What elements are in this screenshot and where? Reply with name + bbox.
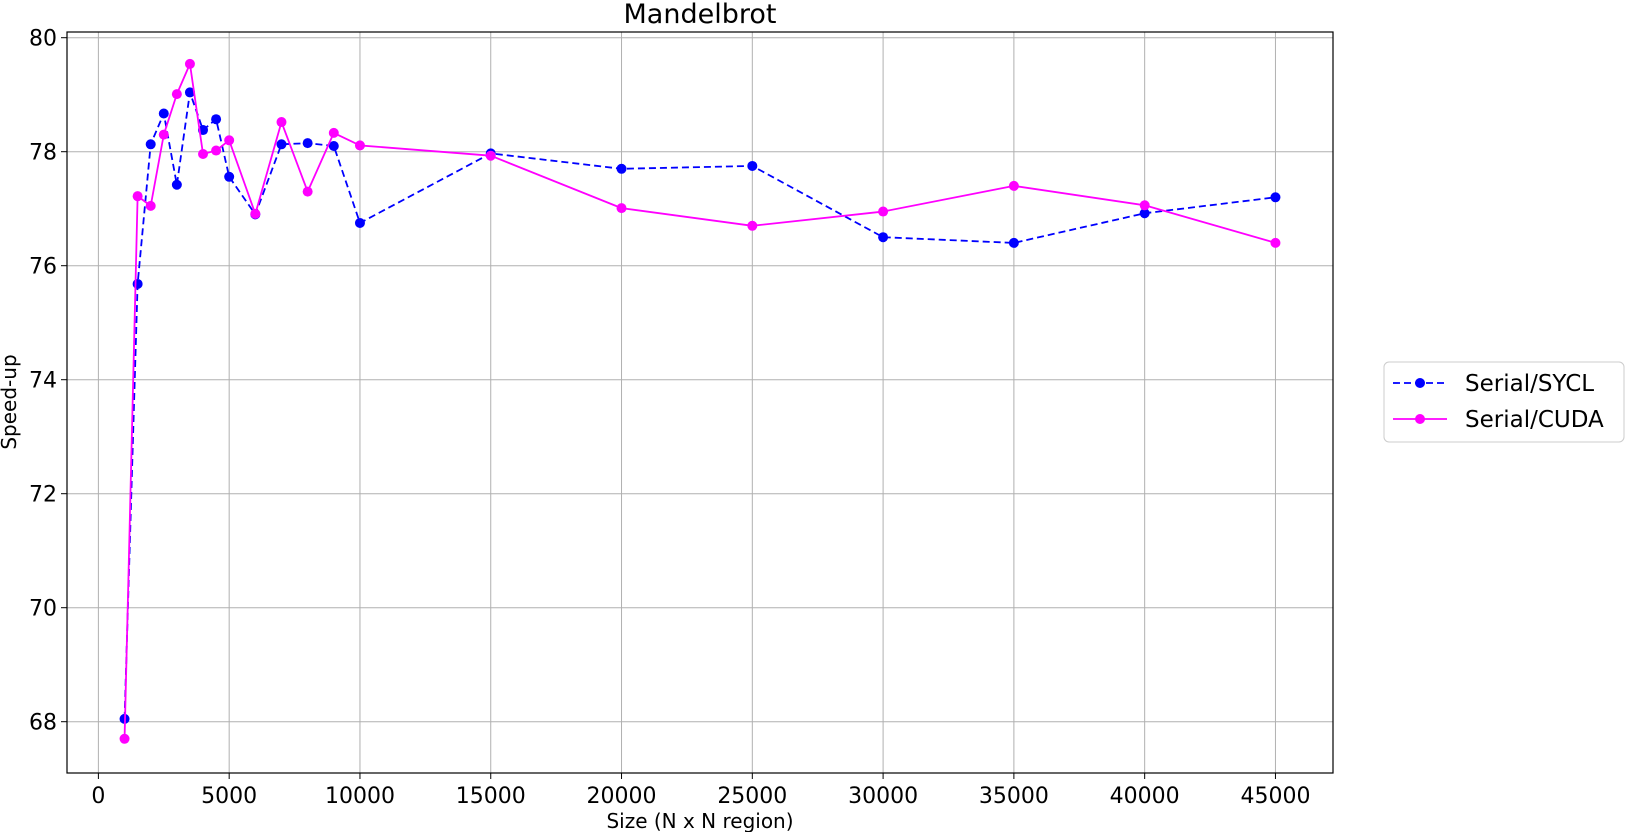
x-tick-label: 25000	[717, 784, 787, 809]
x-tick-label: 45000	[1240, 784, 1310, 809]
series-serial-cuda	[119, 58, 1281, 744]
y-tick-label: 78	[29, 141, 57, 166]
data-point-serial-cuda	[328, 127, 339, 138]
x-tick-label: 10000	[325, 784, 395, 809]
data-point-serial-sycl	[354, 217, 365, 228]
data-point-serial-sycl	[145, 139, 156, 150]
data-point-serial-cuda	[302, 186, 313, 197]
data-point-serial-cuda	[198, 148, 209, 159]
x-tick-label: 5000	[201, 784, 257, 809]
grid-lines	[67, 32, 1333, 773]
data-point-serial-sycl	[1139, 208, 1150, 219]
legend-box	[1383, 361, 1625, 443]
y-tick-label: 76	[29, 255, 57, 280]
series-layer	[119, 58, 1281, 744]
data-point-serial-sycl	[1008, 237, 1019, 248]
y-tick-label: 68	[29, 711, 57, 736]
data-point-serial-sycl	[1270, 192, 1281, 203]
data-point-serial-cuda	[158, 129, 169, 140]
data-point-serial-sycl	[211, 114, 222, 125]
y-tick-label: 80	[29, 27, 57, 52]
x-axis-title: Size (N x N region)	[606, 809, 793, 832]
series-line-serial-cuda	[123, 63, 1276, 739]
y-tick-label: 74	[29, 369, 57, 394]
x-tick-label: 20000	[587, 784, 657, 809]
data-point-serial-sycl	[302, 138, 313, 149]
series-serial-sycl	[119, 87, 1281, 724]
legend-label-serial-sycl: Serial/SYCL	[1465, 371, 1594, 397]
data-point-serial-sycl	[328, 141, 339, 151]
data-point-serial-cuda	[171, 89, 182, 100]
legend-marker-serial-sycl	[1415, 378, 1425, 388]
data-point-serial-sycl	[158, 108, 169, 119]
data-point-serial-cuda	[211, 145, 222, 156]
x-tick-label: 40000	[1110, 784, 1180, 809]
y-tick-label: 70	[29, 597, 57, 622]
series-line-serial-sycl	[123, 91, 1276, 719]
data-point-serial-cuda	[616, 203, 627, 214]
data-point-serial-cuda	[1270, 237, 1281, 248]
data-point-serial-cuda	[1139, 200, 1150, 211]
data-point-serial-sycl	[878, 232, 889, 243]
y-axis-title: Speed-up	[0, 354, 21, 449]
data-point-serial-cuda	[184, 58, 195, 69]
legend-label-serial-cuda: Serial/CUDA	[1465, 407, 1604, 433]
data-point-serial-cuda	[354, 140, 365, 151]
legend: Serial/SYCL Serial/CUDA	[1383, 361, 1625, 443]
chart-title: Mandelbrot	[624, 0, 777, 30]
data-point-serial-cuda	[747, 220, 758, 231]
data-point-serial-cuda	[119, 733, 130, 744]
data-point-serial-sycl	[184, 87, 195, 98]
axis-ticks: 0 5000 10000 15000 20000 25000 30000 35000 40000…	[29, 27, 1310, 809]
data-point-serial-sycl	[132, 278, 143, 289]
data-point-serial-cuda	[485, 150, 496, 161]
data-point-serial-sycl	[224, 171, 235, 182]
data-point-serial-sycl	[616, 163, 627, 174]
data-point-serial-cuda	[276, 117, 287, 128]
legend-marker-serial-cuda	[1415, 414, 1425, 424]
data-point-serial-cuda	[224, 135, 235, 146]
data-point-serial-sycl	[171, 179, 182, 190]
data-point-serial-cuda	[145, 200, 156, 211]
data-point-serial-cuda	[1008, 180, 1019, 191]
plot-area-frame	[66, 31, 1334, 774]
data-point-serial-cuda	[878, 206, 889, 217]
data-point-serial-sycl	[747, 160, 758, 171]
x-tick-label: 35000	[979, 784, 1049, 809]
data-point-serial-cuda	[132, 191, 143, 202]
x-tick-label: 30000	[848, 784, 918, 809]
x-tick-label: 0	[91, 784, 105, 809]
data-point-serial-cuda	[250, 208, 261, 219]
data-point-serial-sycl	[276, 139, 287, 150]
y-tick-label: 72	[29, 483, 57, 508]
x-tick-label: 15000	[456, 784, 526, 809]
